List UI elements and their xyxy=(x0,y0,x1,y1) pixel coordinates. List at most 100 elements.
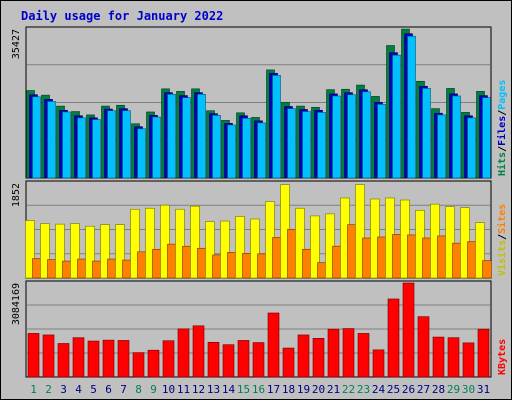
day-label-22: 22 xyxy=(342,383,355,396)
day-label-9: 9 xyxy=(150,383,157,396)
bar-pages-day-26 xyxy=(407,35,416,179)
bar-sites-day-29 xyxy=(452,242,462,279)
bar-pages-day-16 xyxy=(257,122,266,179)
bar-visits-day-13 xyxy=(205,221,215,279)
bar-visits-day-19 xyxy=(295,207,305,279)
bar-pages-day-24 xyxy=(377,104,386,179)
bar-sites-day-9 xyxy=(152,248,162,279)
bar-kbytes-day-30 xyxy=(462,342,475,378)
bar-visits-day-7 xyxy=(115,224,125,279)
bar-kbytes-day-12 xyxy=(192,325,205,378)
bar-kbytes-day-9 xyxy=(147,349,160,378)
bar-kbytes-day-23 xyxy=(357,333,370,378)
day-label-6: 6 xyxy=(105,383,112,396)
bar-sites-day-30 xyxy=(467,241,477,279)
bar-kbytes-day-5 xyxy=(87,340,100,378)
bar-kbytes-day-19 xyxy=(297,334,310,378)
bar-pages-day-6 xyxy=(107,110,116,179)
bar-visits-day-14 xyxy=(220,220,230,279)
day-label-1: 1 xyxy=(30,383,37,396)
bar-visits-day-3 xyxy=(55,223,65,279)
legend-entry: Sites xyxy=(496,204,508,234)
bar-sites-day-22 xyxy=(347,224,357,279)
y-max-label: 1852 xyxy=(11,183,22,207)
bar-kbytes-day-1 xyxy=(27,333,40,378)
chart-title: Daily usage for January 2022 xyxy=(21,9,223,23)
kbytes-panel: 3084169 KBytes xyxy=(11,280,508,378)
bar-kbytes-day-11 xyxy=(177,328,190,378)
bar-sites-day-10 xyxy=(167,243,177,279)
bar-pages-day-22 xyxy=(347,94,356,179)
legend-entry: Visits xyxy=(496,240,508,276)
bar-sites-day-28 xyxy=(437,235,447,279)
bar-kbytes-day-6 xyxy=(102,339,115,378)
bar-kbytes-day-15 xyxy=(237,340,250,378)
bar-sites-day-23 xyxy=(362,237,372,279)
legend-entry: / xyxy=(497,146,508,152)
bar-pages-day-13 xyxy=(212,115,221,179)
bar-sites-day-4 xyxy=(77,258,87,279)
bar-sites-day-19 xyxy=(302,248,312,279)
y-max-label: 35427 xyxy=(11,29,22,59)
y-max-label: 3084169 xyxy=(11,283,22,325)
day-label-13: 13 xyxy=(207,383,220,396)
legend-entry: Pages xyxy=(497,80,508,110)
day-label-26: 26 xyxy=(402,383,415,396)
visits-panel: 1852 Visits/Sites xyxy=(11,180,508,279)
bar-kbytes-day-10 xyxy=(162,340,175,378)
bar-pages-day-7 xyxy=(122,110,131,179)
bar-kbytes-day-28 xyxy=(432,336,445,378)
day-label-27: 27 xyxy=(417,383,430,396)
legend-entry: Hits xyxy=(496,152,508,176)
bar-visits-day-23 xyxy=(355,184,365,279)
bar-sites-day-20 xyxy=(317,262,327,279)
bar-visits-day-15 xyxy=(235,216,245,279)
bar-visits-day-4 xyxy=(70,223,80,279)
bar-pages-day-29 xyxy=(452,95,461,179)
bar-pages-day-30 xyxy=(467,117,476,179)
bar-kbytes-day-22 xyxy=(342,328,355,378)
bar-pages-day-25 xyxy=(392,54,401,179)
bar-pages-day-28 xyxy=(437,114,446,179)
day-label-8: 8 xyxy=(135,383,142,396)
legend-entry: / xyxy=(497,234,508,240)
day-label-28: 28 xyxy=(432,383,445,396)
bar-visits-day-6 xyxy=(100,224,110,279)
day-label-12: 12 xyxy=(192,383,205,396)
bar-pages-day-21 xyxy=(332,95,341,179)
bar-sites-day-12 xyxy=(197,247,207,279)
bar-sites-day-14 xyxy=(227,252,237,279)
bar-kbytes-day-2 xyxy=(42,334,55,378)
day-label-31: 31 xyxy=(477,383,490,396)
day-label-19: 19 xyxy=(297,383,310,396)
day-label-5: 5 xyxy=(90,383,97,396)
day-label-23: 23 xyxy=(357,383,370,396)
bar-sites-day-17 xyxy=(272,237,282,279)
legend: KBytes xyxy=(497,339,508,375)
bar-kbytes-day-13 xyxy=(207,341,220,378)
bar-kbytes-day-31 xyxy=(477,328,490,378)
bar-sites-day-5 xyxy=(92,260,102,279)
bar-pages-day-2 xyxy=(47,101,56,179)
bar-pages-day-5 xyxy=(92,119,101,179)
bar-visits-day-12 xyxy=(190,205,200,279)
day-label-25: 25 xyxy=(387,383,400,396)
bar-sites-day-26 xyxy=(407,234,417,279)
bar-kbytes-day-8 xyxy=(132,352,145,378)
bar-visits-day-9 xyxy=(145,207,155,279)
bar-visits-day-2 xyxy=(40,223,50,279)
bar-visits-day-29 xyxy=(445,206,455,279)
bar-pages-day-20 xyxy=(317,112,326,179)
bar-visits-day-20 xyxy=(310,215,320,279)
day-label-4: 4 xyxy=(75,383,82,396)
bar-kbytes-day-16 xyxy=(252,342,265,378)
day-label-30: 30 xyxy=(462,383,475,396)
day-label-11: 11 xyxy=(177,383,190,396)
bar-kbytes-day-25 xyxy=(387,298,400,378)
bar-sites-day-7 xyxy=(122,259,132,279)
bar-visits-day-10 xyxy=(160,204,170,279)
bar-visits-day-16 xyxy=(250,218,260,279)
bar-pages-day-1 xyxy=(32,96,41,179)
bar-sites-day-2 xyxy=(47,259,57,279)
